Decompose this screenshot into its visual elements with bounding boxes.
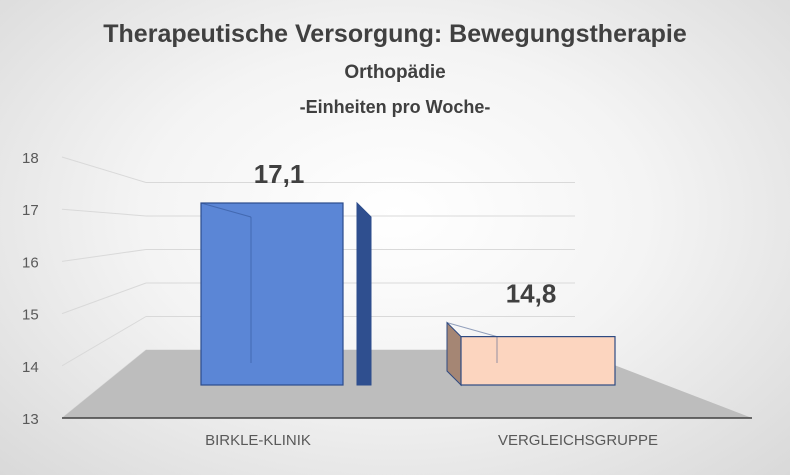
- bar-side-face: [356, 201, 372, 386]
- bar-edge: [446, 322, 498, 338]
- data-label: 17,1: [254, 159, 305, 189]
- y-tick-labels: 13 14 15 16 17 18: [22, 150, 39, 428]
- chart-floor: [62, 350, 752, 418]
- bar-front-face: [460, 336, 616, 386]
- y-tick-label: 13: [22, 411, 39, 428]
- bar-2: [446, 321, 616, 387]
- gridline-diagonal: [61, 156, 147, 183]
- chart-subtitle: Orthopädie: [344, 62, 446, 83]
- chart-title: Therapeutische Versorgung: Bewegungsther…: [103, 20, 687, 48]
- y-tick-label: 16: [22, 254, 39, 271]
- bar-1: [200, 201, 372, 386]
- data-labels: 17,1 14,8: [254, 159, 557, 309]
- y-tick-label: 15: [22, 307, 39, 324]
- y-tick-label: 14: [22, 359, 39, 376]
- bar-edge: [200, 202, 252, 218]
- category-labels: BIRKLE-KLINIK VERGLEICHSGRUPPE: [205, 432, 658, 449]
- gridline-diagonal: [61, 316, 147, 367]
- category-label: BIRKLE-KLINIK: [205, 432, 311, 449]
- gridline-diagonal: [61, 208, 147, 217]
- category-label: VERGLEICHSGRUPPE: [498, 432, 658, 449]
- chart-subtitle-units: -Einheiten pro Woche-: [299, 97, 491, 117]
- bar-layer: [200, 201, 616, 387]
- bar-front-face: [200, 202, 344, 386]
- data-label: 14,8: [506, 279, 557, 309]
- gridline-diagonal: [61, 249, 147, 262]
- y-tick-label: 17: [22, 202, 39, 219]
- gridline-diagonal: [61, 282, 147, 315]
- y-tick-label: 18: [22, 150, 39, 167]
